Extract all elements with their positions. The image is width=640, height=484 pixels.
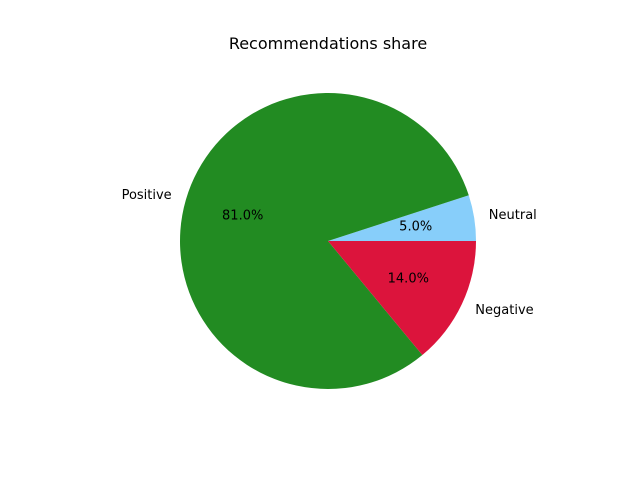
slice-pct-neutral: 5.0% <box>399 220 432 235</box>
pie-slice-neutral <box>328 195 476 241</box>
pie-labels: Neutral 5.0% Positive 81.0% Negative 14.0% <box>122 188 537 318</box>
slice-pct-positive: 81.0% <box>222 209 263 224</box>
slice-label-positive: Positive <box>122 188 172 203</box>
slice-pct-negative: 14.0% <box>388 271 429 286</box>
slice-label-negative: Negative <box>475 303 533 318</box>
slice-label-neutral: Neutral <box>489 208 537 223</box>
pie-slice-negative <box>328 241 477 356</box>
pie-slices <box>180 93 477 390</box>
chart-title: Recommendations share <box>229 34 427 53</box>
pie-slice-positive <box>180 93 469 390</box>
